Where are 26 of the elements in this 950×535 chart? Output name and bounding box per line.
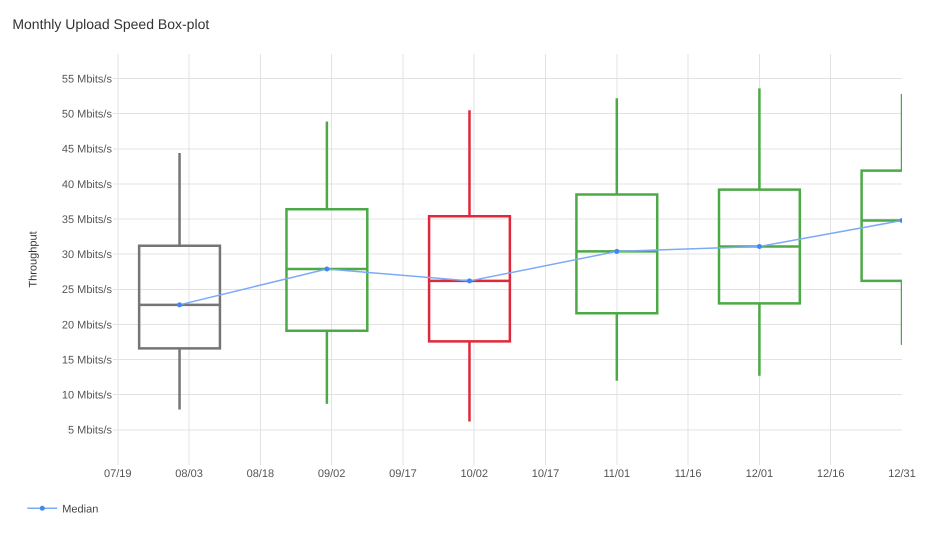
y-tick-label: 45 Mbits/s — [62, 144, 112, 156]
x-tick-label: 08/03 — [175, 468, 203, 480]
x-tick-label: 09/02 — [318, 468, 346, 480]
chart-title: Monthly Upload Speed Box-plot — [12, 16, 210, 32]
x-tick-label: 07/19 — [104, 468, 132, 480]
x-tick-label: 12/01 — [746, 468, 774, 480]
x-tick-label: 11/01 — [603, 468, 630, 480]
y-tick-label: 35 Mbits/s — [62, 214, 112, 226]
y-tick-label: 5 Mbits/s — [68, 424, 112, 437]
x-tick-label: 12/31 — [888, 468, 916, 480]
y-tick-label: 15 Mbits/s — [62, 354, 112, 366]
legend-label: Median — [62, 504, 98, 516]
y-tick-label: 55 Mbits/s — [62, 73, 112, 86]
x-tick-label: 09/17 — [389, 468, 417, 480]
y-tick-label: 40 Mbits/s — [62, 178, 112, 191]
y-tick-label: 25 Mbits/s — [62, 284, 112, 296]
y-axis-title: Throughput — [28, 231, 40, 288]
y-tick-label: 30 Mbits/s — [62, 249, 112, 262]
x-tick-label: 10/02 — [460, 468, 488, 480]
x-tick-label: 12/16 — [816, 468, 844, 480]
y-tick-label: 10 Mbits/s — [62, 390, 112, 402]
x-tick-label: 10/17 — [532, 468, 560, 480]
y-tick-label: 50 Mbits/s — [62, 108, 112, 121]
x-tick-label: 08/18 — [246, 468, 274, 480]
x-tick-label: 11/16 — [674, 468, 702, 480]
y-tick-label: 20 Mbits/s — [62, 319, 112, 332]
